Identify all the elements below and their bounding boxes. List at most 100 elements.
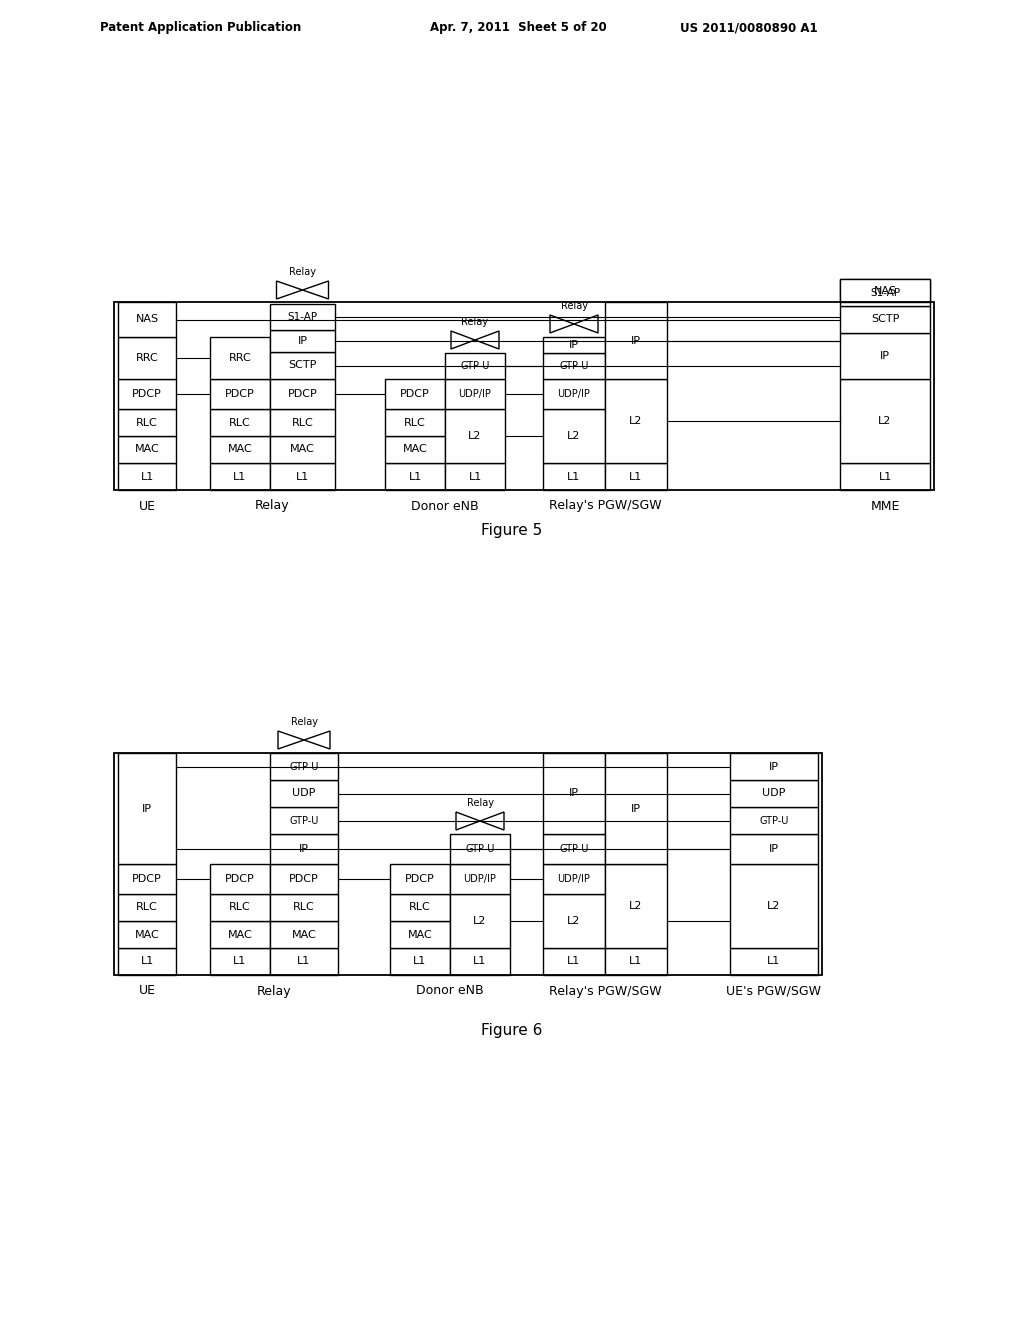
Text: UDP/IP: UDP/IP: [464, 874, 497, 884]
Bar: [270, 409, 335, 436]
Bar: [385, 409, 445, 436]
Text: L1: L1: [409, 471, 422, 482]
Bar: [445, 379, 505, 409]
Text: MAC: MAC: [227, 445, 252, 454]
Text: L2: L2: [468, 432, 481, 441]
Text: L1: L1: [296, 471, 309, 482]
Bar: [605, 302, 667, 379]
Bar: [270, 921, 338, 948]
Bar: [270, 352, 335, 379]
Bar: [270, 865, 338, 894]
Text: UE's PGW/SGW: UE's PGW/SGW: [726, 985, 821, 998]
Text: L1: L1: [468, 471, 481, 482]
Bar: [543, 463, 605, 490]
Bar: [118, 379, 176, 409]
Bar: [210, 409, 270, 436]
Bar: [730, 948, 818, 975]
Text: RLC: RLC: [293, 903, 314, 912]
Bar: [450, 948, 510, 975]
Text: MAC: MAC: [227, 929, 252, 940]
Bar: [840, 379, 930, 463]
Text: L1: L1: [414, 957, 427, 966]
Bar: [270, 379, 335, 409]
Bar: [445, 352, 505, 379]
Text: Relay: Relay: [462, 317, 488, 327]
Bar: [840, 279, 930, 302]
Text: Relay: Relay: [560, 301, 588, 312]
Bar: [543, 409, 605, 463]
Text: Figure 6: Figure 6: [481, 1023, 543, 1038]
Bar: [270, 807, 338, 834]
Text: UDP: UDP: [762, 788, 785, 799]
Bar: [543, 337, 605, 352]
Text: UDP/IP: UDP/IP: [557, 389, 591, 399]
Bar: [543, 865, 605, 894]
Bar: [270, 330, 335, 352]
Bar: [390, 921, 450, 948]
Text: Figure 5: Figure 5: [481, 523, 543, 537]
Bar: [445, 463, 505, 490]
Bar: [385, 463, 445, 490]
Bar: [445, 409, 505, 463]
Bar: [270, 834, 338, 865]
Text: L1: L1: [567, 471, 581, 482]
Text: RLC: RLC: [229, 903, 251, 912]
Text: RLC: RLC: [136, 903, 158, 912]
Text: L2: L2: [630, 416, 643, 426]
Bar: [210, 436, 270, 463]
Bar: [605, 865, 667, 948]
Bar: [118, 302, 176, 337]
Text: MME: MME: [870, 499, 900, 512]
Text: RLC: RLC: [229, 417, 251, 428]
Text: PDCP: PDCP: [132, 874, 162, 884]
Text: MAC: MAC: [134, 929, 160, 940]
Bar: [270, 780, 338, 807]
Bar: [543, 894, 605, 948]
Text: PDCP: PDCP: [289, 874, 318, 884]
Text: RRC: RRC: [135, 352, 159, 363]
Text: PDCP: PDCP: [288, 389, 317, 399]
Bar: [450, 834, 510, 865]
Bar: [270, 463, 335, 490]
Text: UE: UE: [138, 499, 156, 512]
Text: MAC: MAC: [290, 445, 314, 454]
Bar: [730, 865, 818, 948]
Text: L1: L1: [630, 471, 643, 482]
Bar: [118, 948, 176, 975]
Text: IP: IP: [769, 762, 779, 771]
Text: IP: IP: [142, 804, 152, 813]
Bar: [210, 379, 270, 409]
Text: Patent Application Publication: Patent Application Publication: [100, 21, 301, 34]
Text: IP: IP: [631, 804, 641, 813]
Text: Donor eNB: Donor eNB: [416, 985, 483, 998]
Text: MAC: MAC: [408, 929, 432, 940]
Bar: [450, 894, 510, 948]
Bar: [543, 379, 605, 409]
Bar: [210, 463, 270, 490]
Bar: [840, 279, 930, 306]
Text: GTP-U: GTP-U: [559, 843, 589, 854]
Text: IP: IP: [769, 843, 779, 854]
Text: PDCP: PDCP: [406, 874, 435, 884]
Text: GTP-U: GTP-U: [461, 360, 489, 371]
Text: GTP-U: GTP-U: [760, 816, 788, 825]
Bar: [114, 302, 934, 490]
Text: UDP: UDP: [292, 788, 315, 799]
Text: RLC: RLC: [136, 417, 158, 428]
Bar: [210, 337, 270, 379]
Bar: [605, 463, 667, 490]
Text: Relay: Relay: [257, 985, 291, 998]
Text: IP: IP: [631, 335, 641, 346]
Bar: [390, 865, 450, 894]
Text: IP: IP: [298, 337, 307, 346]
Bar: [730, 834, 818, 865]
Bar: [118, 921, 176, 948]
Bar: [118, 865, 176, 894]
Bar: [840, 463, 930, 490]
Text: GTP-U: GTP-U: [465, 843, 495, 854]
Bar: [385, 379, 445, 409]
Text: L1: L1: [140, 471, 154, 482]
Text: MAC: MAC: [402, 445, 427, 454]
Bar: [605, 752, 667, 865]
Bar: [450, 865, 510, 894]
